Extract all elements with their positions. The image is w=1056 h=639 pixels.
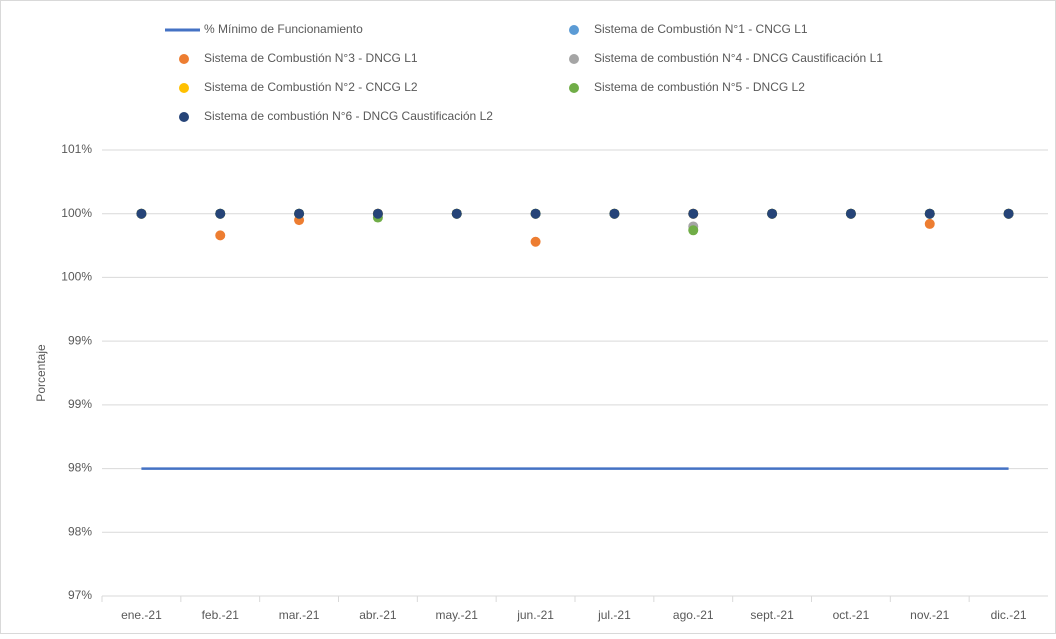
legend-swatch bbox=[179, 112, 189, 122]
legend-swatch bbox=[179, 83, 189, 93]
x-tick-label: jun.-21 bbox=[516, 608, 554, 622]
point bbox=[688, 208, 699, 219]
point bbox=[215, 208, 226, 219]
legend-label: Sistema de Combustión N°2 - CNCG L2 bbox=[204, 80, 418, 94]
x-tick-label: mar.-21 bbox=[279, 608, 320, 622]
legend-swatch bbox=[569, 83, 579, 93]
y-tick-label: 100% bbox=[61, 206, 92, 220]
point bbox=[767, 208, 778, 219]
legend-label: % Mínimo de Funcionamiento bbox=[204, 22, 363, 36]
x-tick-label: nov.-21 bbox=[910, 608, 949, 622]
y-axis-label: Porcentaje bbox=[34, 344, 48, 402]
point bbox=[530, 236, 541, 247]
point bbox=[530, 208, 541, 219]
y-tick-label: 97% bbox=[68, 588, 92, 602]
point bbox=[451, 208, 462, 219]
point bbox=[924, 218, 935, 229]
legend-swatch bbox=[179, 54, 189, 64]
x-tick-label: dic.-21 bbox=[991, 608, 1027, 622]
legend-swatch bbox=[569, 25, 579, 35]
point bbox=[294, 208, 305, 219]
legend-label: Sistema de Combustión N°3 - DNCG L1 bbox=[204, 51, 418, 65]
point bbox=[845, 208, 856, 219]
y-tick-label: 101% bbox=[61, 142, 92, 156]
point bbox=[1003, 208, 1014, 219]
x-tick-label: feb.-21 bbox=[202, 608, 240, 622]
x-tick-label: sept.-21 bbox=[750, 608, 794, 622]
point bbox=[688, 225, 699, 236]
point bbox=[372, 208, 383, 219]
point bbox=[609, 208, 620, 219]
legend-label: Sistema de combustión N°5 - DNCG L2 bbox=[594, 80, 805, 94]
point bbox=[924, 208, 935, 219]
y-tick-label: 98% bbox=[68, 461, 92, 475]
y-tick-label: 98% bbox=[68, 524, 92, 538]
x-tick-label: abr.-21 bbox=[359, 608, 397, 622]
y-tick-label: 100% bbox=[61, 270, 92, 284]
legend-label: Sistema de combustión N°6 - DNCG Caustif… bbox=[204, 109, 493, 123]
legend-label: Sistema de combustión N°4 - DNCG Caustif… bbox=[594, 51, 883, 65]
x-tick-label: ago.-21 bbox=[673, 608, 714, 622]
x-tick-label: jul.-21 bbox=[597, 608, 631, 622]
y-tick-label: 99% bbox=[68, 397, 92, 411]
point bbox=[215, 230, 226, 241]
x-tick-label: ene.-21 bbox=[121, 608, 162, 622]
x-tick-label: may.-21 bbox=[436, 608, 479, 622]
y-tick-label: 99% bbox=[68, 333, 92, 347]
legend-label: Sistema de Combustión N°1 - CNCG L1 bbox=[594, 22, 808, 36]
point bbox=[136, 208, 147, 219]
x-tick-label: oct.-21 bbox=[833, 608, 870, 622]
legend-swatch bbox=[569, 54, 579, 64]
